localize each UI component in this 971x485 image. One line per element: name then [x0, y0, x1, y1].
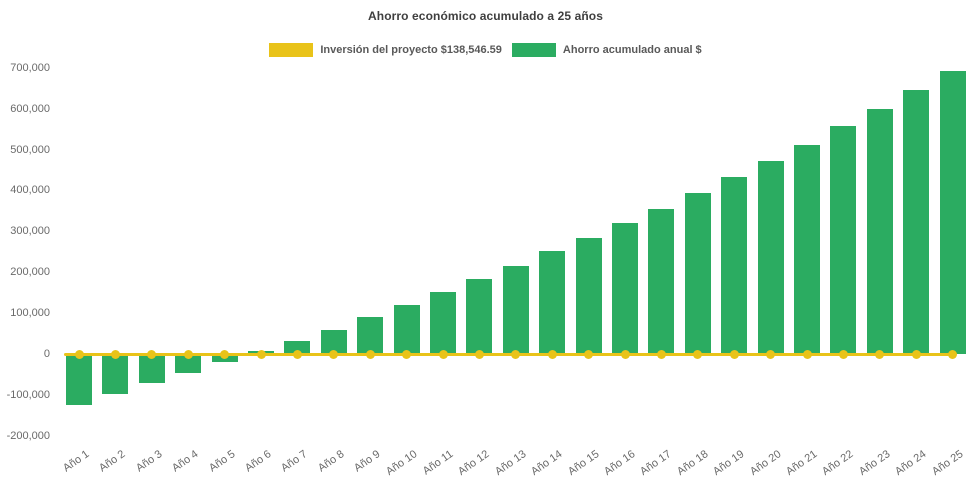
line-marker-icon	[766, 349, 776, 359]
bar-anio-4	[175, 354, 202, 374]
bar-anio-25	[939, 70, 966, 354]
bar-anio-11	[430, 292, 456, 354]
bar-anio-19	[721, 176, 748, 354]
y-axis-label: 300,000	[10, 225, 50, 238]
y-axis-label: 200,000	[10, 266, 50, 279]
y-axis-label: -200,000	[6, 429, 50, 442]
bar-anio-20	[757, 161, 784, 354]
bar-anio-22	[830, 126, 857, 354]
bar-anio-24	[903, 89, 930, 354]
line-marker-icon	[911, 349, 921, 359]
bar-anio-9	[357, 316, 384, 354]
y-axis-label: 400,000	[10, 184, 50, 197]
bar-anio-7	[284, 340, 311, 354]
bar-anio-13	[502, 265, 529, 354]
y-axis-label: 600,000	[10, 102, 50, 115]
line-marker-icon	[620, 349, 630, 359]
bar-anio-15	[575, 237, 602, 354]
bar-anio-12	[466, 279, 493, 354]
line-marker-icon	[584, 349, 594, 359]
y-axis-label: -100,000	[6, 388, 50, 401]
bar-anio-18	[684, 192, 711, 354]
line-marker-icon	[256, 349, 266, 359]
line-marker-icon	[948, 349, 958, 359]
line-marker-icon	[474, 349, 484, 359]
line-marker-icon	[147, 349, 157, 359]
line-marker-icon	[110, 349, 120, 359]
line-marker-icon	[656, 349, 666, 359]
line-marker-icon	[511, 349, 521, 359]
line-marker-icon	[292, 349, 302, 359]
y-axis-label: 500,000	[10, 143, 50, 156]
line-marker-icon	[729, 349, 739, 359]
legend-item-investment: Inversión del proyecto $138,546.59	[269, 43, 502, 57]
line-marker-icon	[220, 349, 230, 359]
bar-anio-10	[393, 304, 420, 354]
bar-anio-14	[539, 251, 566, 354]
bar-anio-23	[866, 109, 893, 354]
legend: Inversión del proyecto $138,546.59 Ahorr…	[0, 42, 971, 58]
line-marker-icon	[365, 349, 375, 359]
bar-anio-1	[66, 354, 92, 406]
investment-swatch-icon	[269, 43, 314, 57]
y-axis-label: 100,000	[10, 307, 50, 320]
legend-item-savings: Ahorro acumulado anual $	[511, 43, 702, 57]
line-marker-icon	[838, 349, 848, 359]
legend-label-savings: Ahorro acumulado anual $	[562, 44, 702, 56]
investment-line	[64, 352, 955, 356]
line-marker-icon	[802, 349, 812, 359]
bar-anio-2	[102, 354, 129, 395]
savings-swatch-icon	[511, 43, 556, 57]
line-marker-icon	[438, 349, 448, 359]
chart-title: Ahorro económico acumulado a 25 años	[368, 9, 603, 23]
bar-anio-21	[794, 144, 820, 354]
line-marker-icon	[74, 349, 84, 359]
line-marker-icon	[875, 349, 885, 359]
bar-anio-17	[648, 208, 675, 354]
line-marker-icon	[693, 349, 703, 359]
bar-anio-16	[612, 223, 638, 354]
line-marker-icon	[183, 349, 193, 359]
line-marker-icon	[547, 349, 557, 359]
line-marker-icon	[329, 349, 339, 359]
legend-label-investment: Inversión del proyecto $138,546.59	[320, 44, 502, 56]
y-axis-label: 0	[43, 348, 50, 360]
bar-anio-3	[138, 354, 165, 384]
y-axis-label: 700,000	[10, 61, 50, 74]
line-marker-icon	[402, 349, 412, 359]
